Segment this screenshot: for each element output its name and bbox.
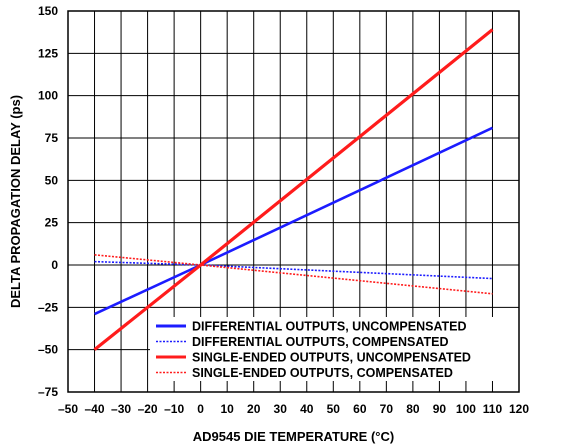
y-axis-label: DELTA PROPAGATION DELAY (ps) — [8, 95, 23, 308]
y-tick-label: 75 — [45, 131, 59, 145]
x-tick-label: –50 — [58, 402, 78, 416]
plot-frame — [67, 10, 520, 393]
series-line-2 — [94, 260, 493, 280]
x-axis-label: AD9545 DIE TEMPERATURE (°C) — [193, 429, 394, 444]
y-tick-label: 100 — [38, 89, 58, 103]
legend-entry-4: SINGLE-ENDED OUTPUTS, COMPENSATED — [192, 366, 453, 380]
series-line-4 — [94, 254, 493, 295]
x-tick-label: 110 — [483, 402, 503, 416]
legend-background — [150, 317, 520, 381]
x-tick-label: 60 — [353, 402, 367, 416]
x-tick-label: 50 — [327, 402, 341, 416]
x-tick-label: –10 — [164, 402, 184, 416]
x-tick-label: 20 — [247, 402, 261, 416]
y-tick-label: 25 — [45, 216, 59, 230]
x-tick-label: 120 — [509, 402, 529, 416]
y-tick-label: 0 — [51, 258, 58, 272]
x-tick-labels: –50 –40 –30 –20 –10 0 10 20 30 40 50 60 70 80 90 100 110… — [58, 402, 529, 416]
x-tick-label: 30 — [274, 402, 288, 416]
x-tick-label: 0 — [197, 402, 204, 416]
y-tick-label: 150 — [38, 4, 58, 18]
y-tick-label: 125 — [38, 46, 58, 60]
y-tick-labels: –75 –50 –25 0 25 50 75 100 125 150 — [38, 4, 58, 399]
x-tick-label: –30 — [111, 402, 131, 416]
legend: DIFFERENTIAL OUTPUTS, UNCOMPENSATEDDIFFE… — [150, 317, 520, 381]
y-tick-label: 50 — [45, 173, 59, 187]
x-tick-label: 100 — [456, 402, 476, 416]
y-tick-label: –25 — [38, 300, 58, 314]
legend-entry-3: SINGLE-ENDED OUTPUTS, UNCOMPENSATED — [192, 351, 471, 365]
x-tick-label: 90 — [433, 402, 447, 416]
y-tick-label: –75 — [38, 385, 58, 399]
series-group — [93, 28, 494, 351]
x-tick-label: 70 — [380, 402, 394, 416]
series-line-3 — [93, 28, 494, 351]
series-line-1 — [93, 126, 494, 316]
legend-entry-1: DIFFERENTIAL OUTPUTS, UNCOMPENSATED — [192, 320, 467, 334]
x-tick-label: –40 — [85, 402, 105, 416]
x-tick-label: –20 — [138, 402, 158, 416]
x-tick-label: 10 — [220, 402, 234, 416]
y-tick-label: –50 — [38, 343, 58, 357]
x-tick-label: 40 — [300, 402, 314, 416]
legend-entry-2: DIFFERENTIAL OUTPUTS, COMPENSATED — [192, 335, 449, 349]
x-tick-label: 80 — [406, 402, 420, 416]
